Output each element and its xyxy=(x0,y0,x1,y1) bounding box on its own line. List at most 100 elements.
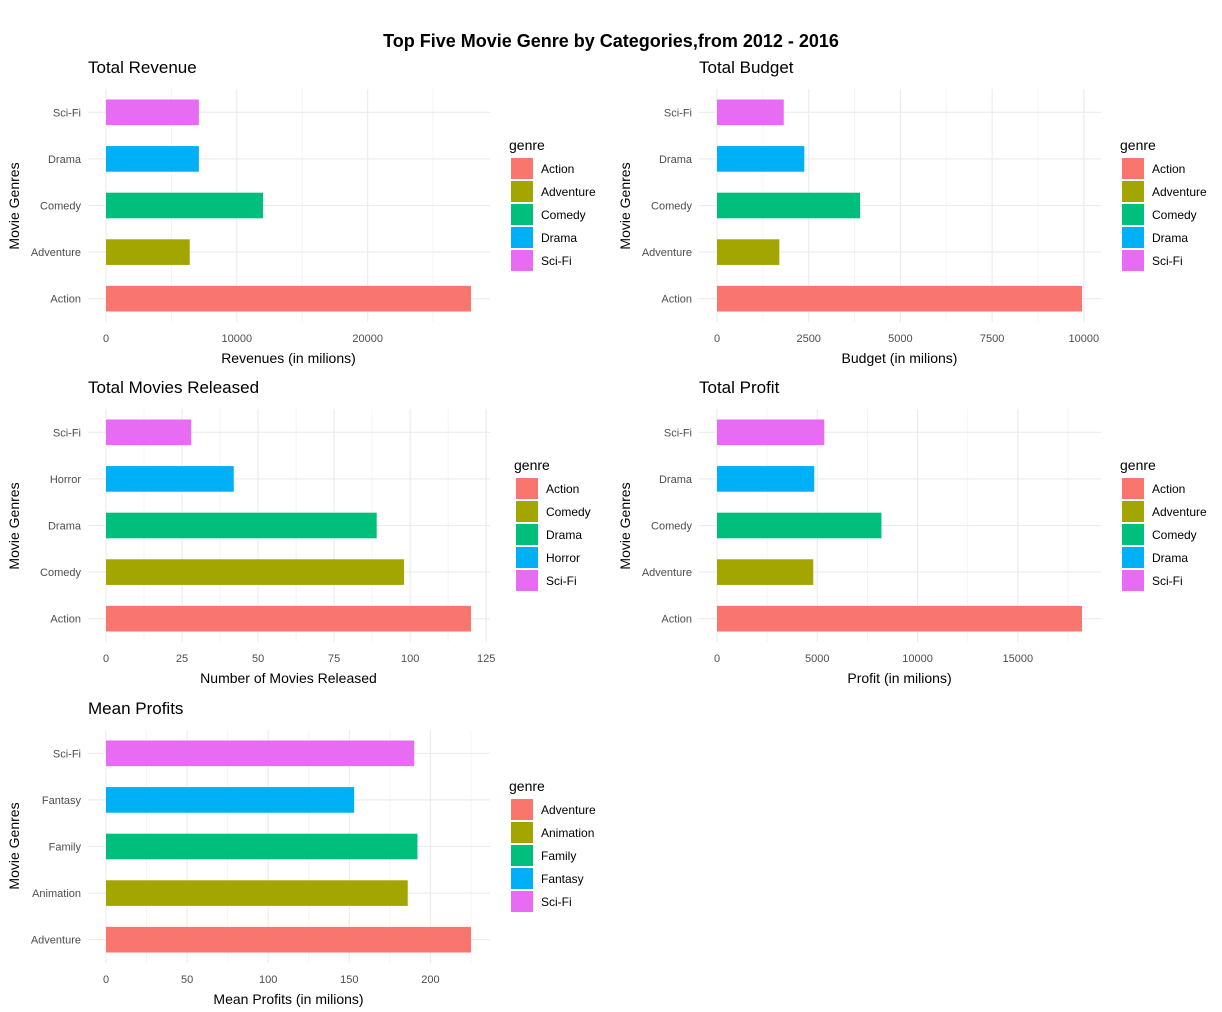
legend-key xyxy=(1122,501,1144,522)
legend-key xyxy=(1122,478,1144,499)
y-tick-label: Action xyxy=(50,614,81,626)
y-axis-label: Movie Genres xyxy=(6,162,22,249)
bar xyxy=(717,99,784,126)
x-tick-label: 25 xyxy=(176,653,188,665)
x-tick-label: 50 xyxy=(181,974,193,986)
bar xyxy=(106,419,192,446)
legend-label: Adventure xyxy=(541,185,596,199)
bar xyxy=(106,466,234,492)
chart-panel: 0 10000 20000 Action Adventure Comedy Drama Sci… xyxy=(6,58,596,366)
bar xyxy=(717,512,882,539)
legend-key xyxy=(1122,204,1144,225)
x-tick-label: 0 xyxy=(103,653,109,665)
y-tick-label: Comedy xyxy=(40,201,81,213)
y-tick-label: Sci-Fi xyxy=(53,748,81,760)
legend-key xyxy=(1122,158,1144,179)
x-axis-label: Number of Movies Released xyxy=(200,670,377,686)
legend-key xyxy=(1122,547,1144,568)
legend-label: Action xyxy=(546,482,579,496)
legend-label: Comedy xyxy=(1152,208,1197,222)
y-tick-label: Sci-Fi xyxy=(664,427,692,439)
x-axis-label: Profit (in milions) xyxy=(847,670,951,686)
legend-label: Horror xyxy=(546,551,580,565)
legend-key xyxy=(511,250,533,271)
legend-title: genre xyxy=(514,457,550,473)
chart-panels: 0 10000 20000ActionAdventureComedyDramaSci… xyxy=(6,58,1207,1007)
legend-key xyxy=(511,822,533,843)
bar xyxy=(106,880,408,906)
bar xyxy=(106,146,199,172)
y-tick-label: Horror xyxy=(50,474,82,486)
legend-label: Drama xyxy=(1152,551,1188,565)
x-tick-label: 100 xyxy=(401,653,419,665)
y-tick-label: Adventure xyxy=(31,935,81,947)
x-axis-label: Budget (in milions) xyxy=(842,350,958,366)
legend-key xyxy=(511,181,533,202)
legend-label: Action xyxy=(1152,482,1185,496)
legend-label: Sci-Fi xyxy=(541,254,572,268)
legend-key xyxy=(1122,570,1144,591)
y-axis-label: Movie Genres xyxy=(6,802,22,889)
y-tick-label: Fantasy xyxy=(42,795,82,807)
bar xyxy=(717,559,814,585)
legend-key xyxy=(1122,227,1144,248)
y-tick-label: Adventure xyxy=(31,247,81,259)
legend-key xyxy=(511,845,533,866)
x-tick-label: 0 xyxy=(714,653,720,665)
legend-key xyxy=(516,478,538,499)
bar xyxy=(106,559,405,585)
y-tick-label: Animation xyxy=(32,888,81,900)
y-tick-label: Drama xyxy=(48,154,82,166)
legend-label: Sci-Fi xyxy=(541,895,572,909)
panel-title: Total Revenue xyxy=(88,58,197,77)
bar xyxy=(106,926,471,953)
x-tick-label: 10000 xyxy=(1069,333,1100,345)
legend-key xyxy=(511,227,533,248)
y-axis-label: Movie Genres xyxy=(6,482,22,569)
y-tick-label: Action xyxy=(661,294,692,306)
legend-key xyxy=(511,158,533,179)
legend-label: Drama xyxy=(541,231,577,245)
y-tick-label: Adventure xyxy=(642,567,692,579)
x-tick-label: 50 xyxy=(252,653,264,665)
x-tick-label: 5000 xyxy=(805,653,829,665)
y-tick-label: Comedy xyxy=(651,201,692,213)
bar xyxy=(717,605,1082,632)
legend-key xyxy=(516,501,538,522)
bar xyxy=(106,192,263,219)
bar xyxy=(106,605,471,632)
legend-key xyxy=(1122,524,1144,545)
x-tick-label: 7500 xyxy=(980,333,1004,345)
legend-label: Sci-Fi xyxy=(1152,574,1183,588)
x-tick-label: 150 xyxy=(340,974,358,986)
legend-key xyxy=(516,570,538,591)
bar xyxy=(717,285,1082,312)
y-axis-label: Movie Genres xyxy=(617,482,633,569)
y-tick-label: Sci-Fi xyxy=(53,107,81,119)
legend-key xyxy=(516,547,538,568)
x-tick-label: 75 xyxy=(328,653,340,665)
bar xyxy=(106,833,418,860)
chart-panel: 0 25 50 75 100 125 Action Comedy Drama Horror Sci-… xyxy=(6,378,591,686)
bar xyxy=(717,146,805,172)
y-tick-label: Drama xyxy=(659,474,693,486)
x-tick-label: 100 xyxy=(259,974,277,986)
legend-label: Comedy xyxy=(1152,528,1197,542)
bar xyxy=(717,239,780,265)
x-tick-label: 0 xyxy=(103,974,109,986)
panel-title: Total Budget xyxy=(699,58,794,77)
x-tick-label: 0 xyxy=(714,333,720,345)
bar xyxy=(106,512,377,539)
bar xyxy=(106,99,199,126)
y-tick-label: Drama xyxy=(659,154,693,166)
chart-panel: 0 50 100 150 200 Adventure Animation Family Fant… xyxy=(6,699,596,1007)
legend-label: Drama xyxy=(546,528,582,542)
x-tick-label: 20000 xyxy=(352,333,383,345)
y-tick-label: Comedy xyxy=(40,567,81,579)
y-tick-label: Family xyxy=(49,842,82,854)
x-axis-label: Mean Profits (in milions) xyxy=(213,991,363,1007)
x-tick-label: 15000 xyxy=(1003,653,1034,665)
y-tick-label: Action xyxy=(661,614,692,626)
legend-label: Sci-Fi xyxy=(546,574,577,588)
legend-label: Adventure xyxy=(541,803,596,817)
